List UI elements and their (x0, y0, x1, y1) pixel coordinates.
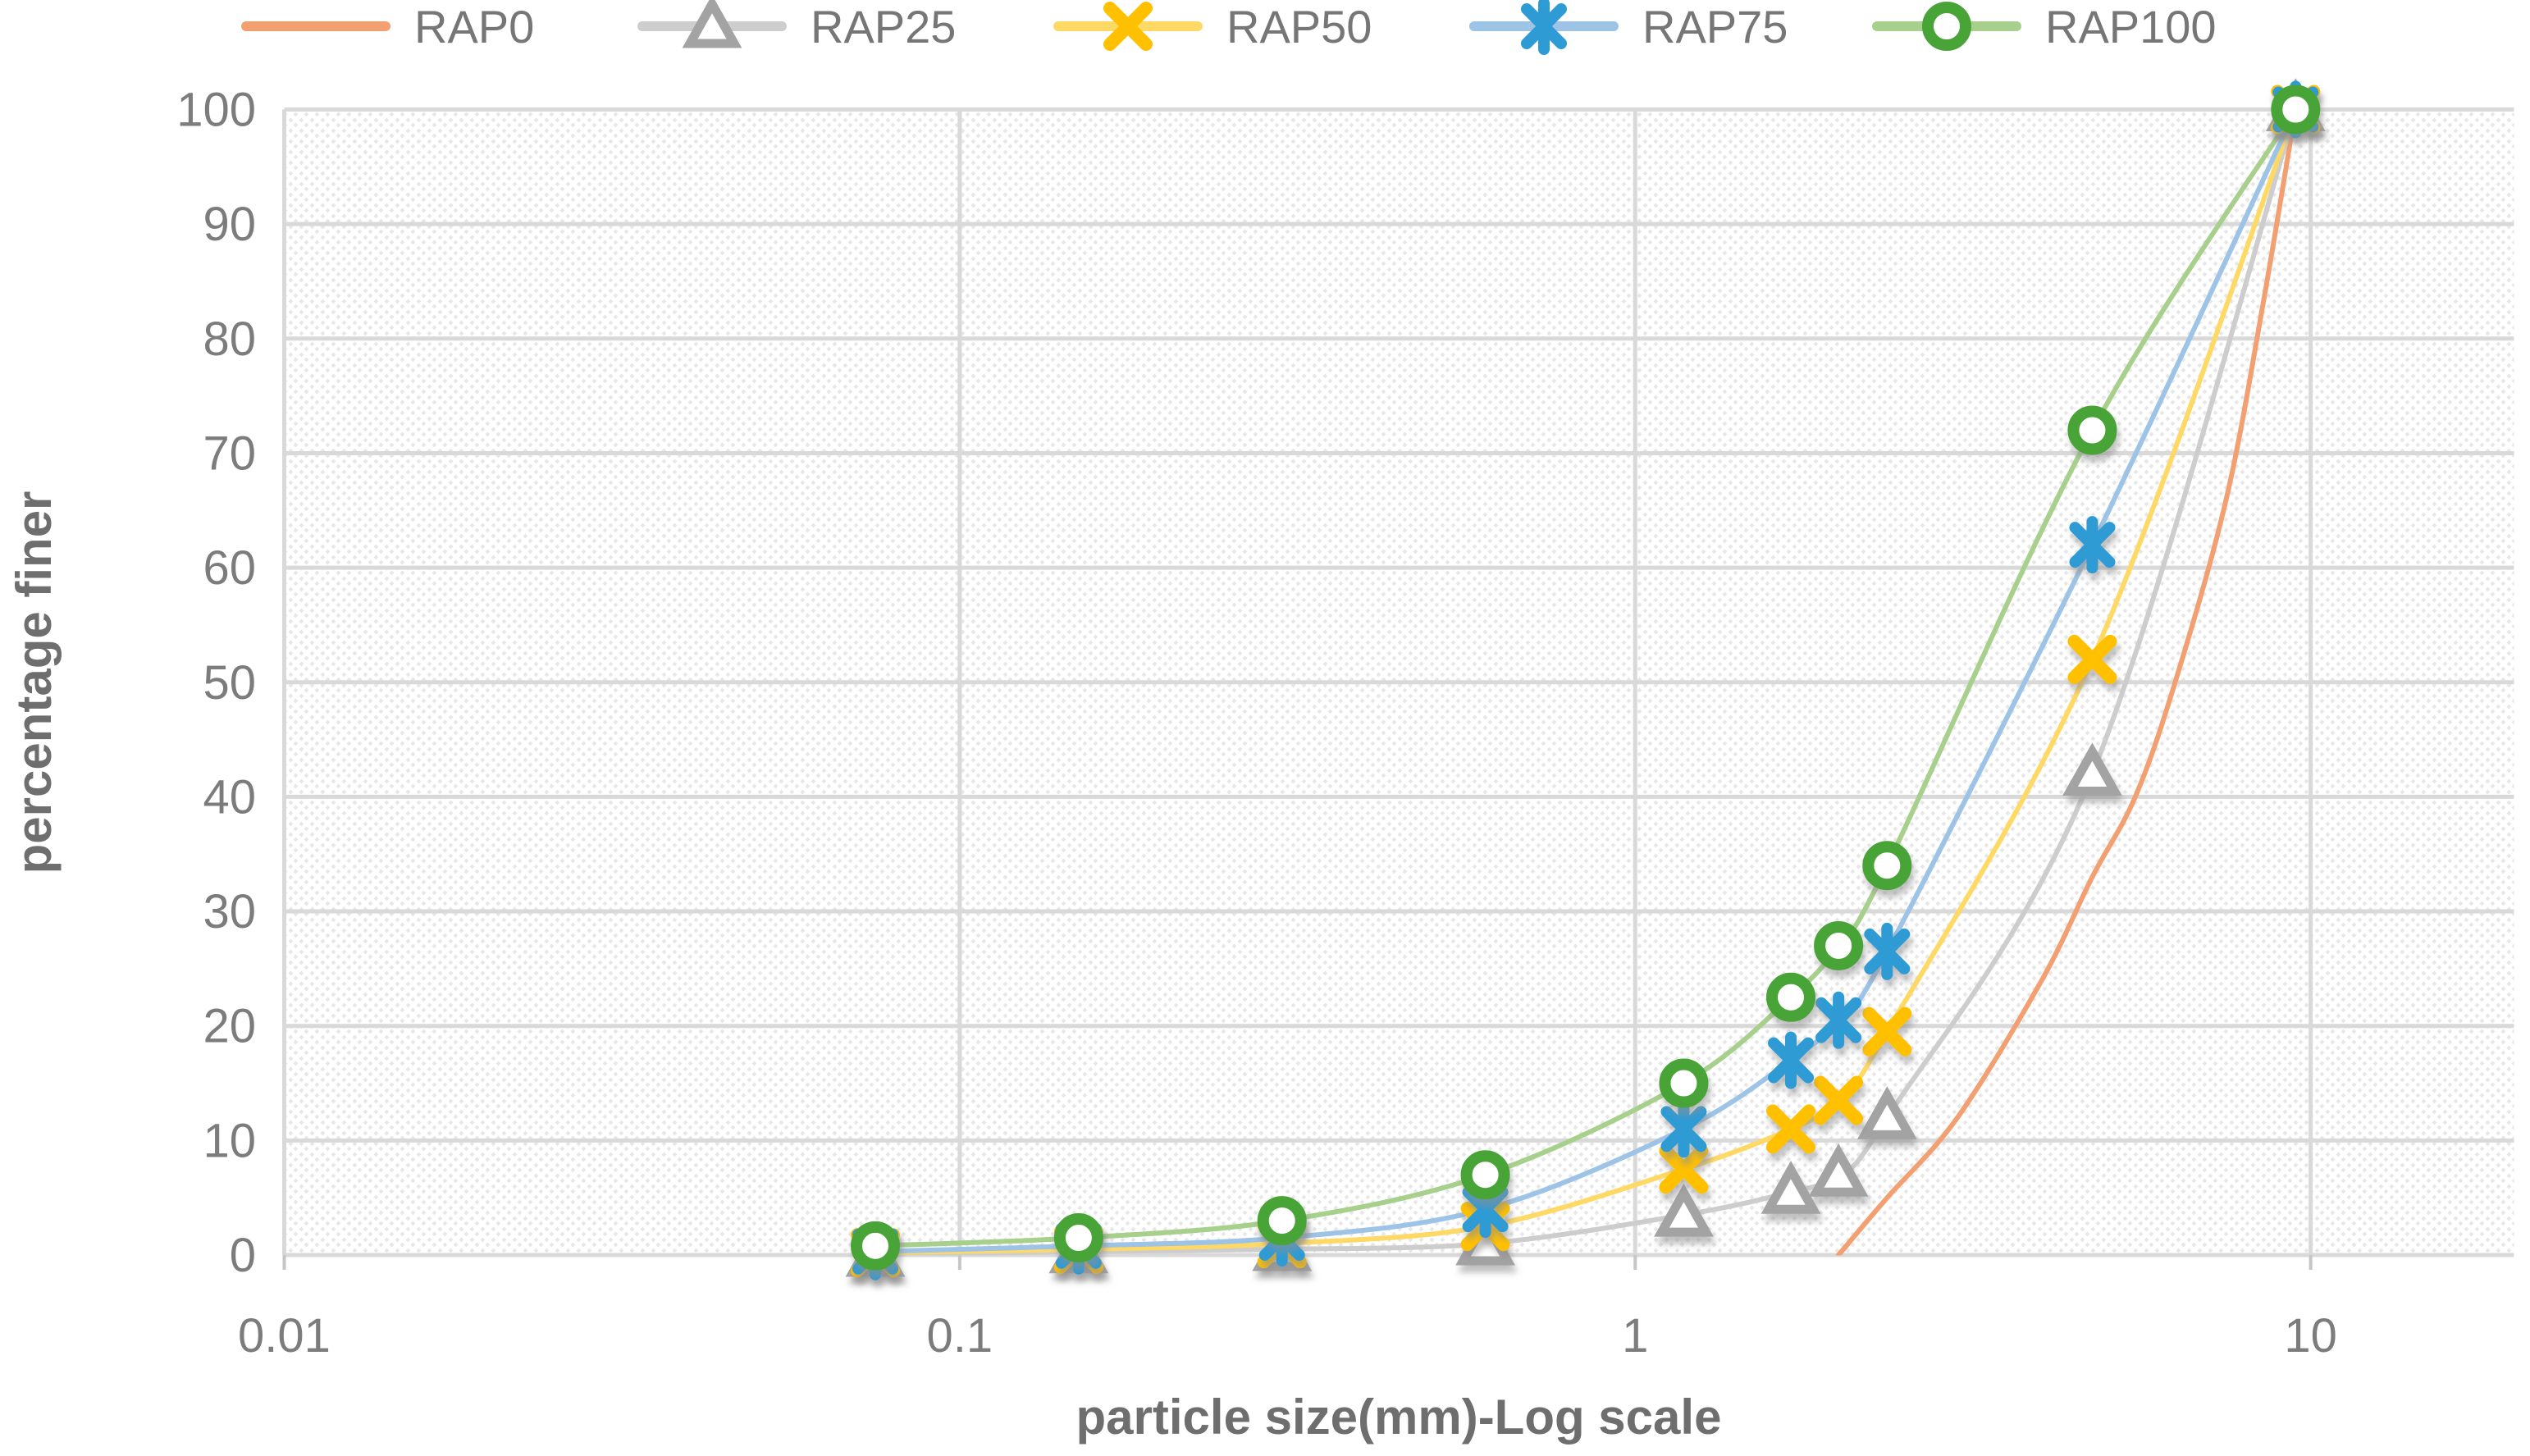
y-tick-label: 30 (203, 885, 256, 938)
x-tick-label: 0.1 (927, 1309, 993, 1362)
y-tick-label: 50 (203, 656, 256, 710)
triangle-marker (1760, 1160, 1821, 1214)
series-line-rap100 (873, 107, 2299, 1248)
circle-marker (851, 1221, 901, 1271)
x-tick-label: 0.01 (238, 1309, 331, 1362)
asterisk-marker (2069, 522, 2116, 568)
circle-marker (1862, 841, 1912, 891)
legend-item-rap50: RAP50 (1053, 1, 1372, 52)
circle-marker (1814, 920, 1864, 970)
markers-rap100 (851, 84, 2321, 1271)
x-marker (2067, 634, 2117, 684)
y-tick-label: 80 (203, 313, 256, 366)
series-line-rap0 (1836, 107, 2299, 1256)
legend-item-rap25: RAP25 (637, 0, 956, 52)
x-tick-label: 10 (2284, 1309, 2337, 1362)
legend-item-rap75: RAP75 (1469, 0, 1788, 55)
asterisk-marker (1815, 997, 1862, 1043)
legend-item-rap100: RAP100 (1872, 1, 2217, 52)
y-tick-label: 90 (203, 198, 256, 251)
y-tick-label: 60 (203, 541, 256, 595)
legend-label: RAP75 (1642, 1, 1788, 52)
y-tick-label: 20 (203, 1000, 256, 1053)
x-marker (1103, 2, 1153, 51)
x-axis-title: particle size(mm)-Log scale (1076, 1390, 1722, 1445)
y-tick-label: 70 (203, 427, 256, 480)
circle-marker (2067, 405, 2117, 455)
triangle-marker (1654, 1183, 1714, 1237)
axis-tick-marks (282, 1255, 2313, 1270)
circle-marker (1460, 1150, 1510, 1200)
y-tick-label: 10 (203, 1114, 256, 1167)
y-tick-label: 100 (176, 84, 256, 137)
x-tick-label: 1 (1622, 1309, 1648, 1362)
x-marker (1814, 1075, 1864, 1125)
triangle-marker (682, 0, 742, 48)
legend-label: RAP100 (2045, 1, 2217, 52)
y-tick-label: 0 (230, 1229, 256, 1282)
triangle-marker (2062, 742, 2122, 796)
triangle-marker (1856, 1086, 1917, 1139)
legend-label: RAP50 (1226, 1, 1372, 52)
x-marker (1659, 1144, 1709, 1194)
legend-item-rap0: RAP0 (241, 1, 534, 52)
circle-marker (1922, 2, 1971, 51)
x-marker (1766, 1104, 1816, 1154)
asterisk-marker (1462, 1186, 1509, 1233)
asterisk-marker (1768, 1037, 1815, 1084)
y-axis-title: percentage finer (7, 491, 62, 874)
x-axis-tick-labels: 0.01 0.1 1 10 (238, 1309, 2337, 1362)
circle-marker (1257, 1196, 1307, 1246)
y-axis-tick-labels: 0 10 20 30 40 50 60 70 80 90 100 (176, 84, 256, 1283)
triangle-marker (1808, 1143, 1869, 1197)
asterisk-marker (1660, 1106, 1707, 1152)
gridlines (282, 107, 2514, 1257)
legend-label: RAP0 (414, 1, 534, 52)
asterisk-marker (1864, 928, 1911, 974)
legend-label: RAP25 (811, 1, 956, 52)
circle-marker (1659, 1058, 1709, 1108)
asterisk-marker (1521, 3, 1567, 49)
series-markers (845, 78, 2326, 1280)
legend: RAP0 RAP25 RAP50 RAP75 RAP100 (241, 0, 2217, 55)
circle-marker (1766, 972, 1816, 1022)
y-tick-label: 40 (203, 770, 256, 824)
circle-marker (1053, 1213, 1103, 1263)
circle-marker (2271, 84, 2321, 135)
x-marker (1862, 1006, 1912, 1057)
